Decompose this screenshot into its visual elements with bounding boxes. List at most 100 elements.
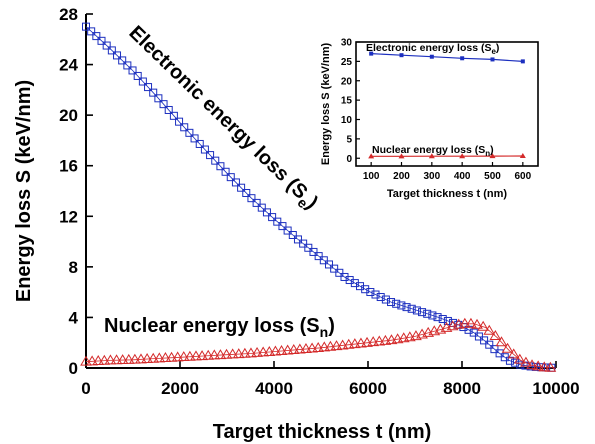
inset-nuclear-point: [368, 153, 375, 159]
nuclear-point: [202, 349, 215, 360]
inset-x-tick-label: 400: [454, 171, 471, 182]
inset-electronic-line: [371, 53, 523, 62]
electronic-point: [87, 27, 96, 36]
electronic-point: [190, 134, 199, 143]
electronic-point: [226, 173, 235, 182]
y-tick-label: 16: [59, 157, 78, 176]
inset-y-tick-label: 10: [341, 115, 353, 126]
electronic-point: [324, 260, 333, 269]
nuclear-point: [257, 346, 270, 357]
electronic-point: [314, 252, 323, 261]
nuclear-point: [452, 318, 465, 329]
nuclear-point: [483, 324, 496, 335]
electronic-point: [371, 290, 380, 299]
nuclear-point: [153, 352, 166, 363]
x-ticks: 0 2000 4000 6000 8000 10000: [81, 361, 580, 398]
electronic-point: [505, 356, 514, 365]
electronic-point: [392, 299, 401, 308]
nuclear-point: [232, 348, 245, 359]
nuclear-point: [532, 360, 545, 371]
inset-x-tick-label: 600: [514, 171, 531, 182]
nuclear-point: [495, 336, 508, 347]
electronic-point: [293, 235, 302, 244]
electronic-point: [123, 61, 132, 70]
electronic-point: [278, 222, 287, 231]
y-tick-label: 12: [59, 207, 78, 226]
electronic-point: [407, 304, 416, 313]
nuclear-point: [165, 351, 178, 362]
inset-electronic-point: [460, 56, 465, 61]
electronic-point: [195, 139, 204, 148]
electronic-point: [247, 194, 256, 203]
nuclear-point: [147, 352, 160, 363]
electronic-point: [366, 288, 375, 297]
nuclear-point: [92, 355, 105, 366]
nuclear-point: [355, 337, 367, 348]
electronic-point: [464, 325, 473, 334]
x-tick-label: 4000: [255, 379, 293, 398]
nuclear-point: [489, 330, 502, 341]
nuclear-point: [226, 348, 239, 359]
nuclear-point: [80, 355, 92, 366]
inset-y-ticks: 0 5 10 15 20 25 30: [341, 38, 360, 165]
electronic-point: [381, 295, 390, 304]
nuclear-point: [177, 351, 190, 362]
nuclear-point: [367, 336, 380, 347]
nuclear-point: [342, 338, 355, 349]
inset-electronic-annotation: Electronic energy loss (Se): [366, 42, 499, 56]
nuclear-point: [507, 348, 520, 359]
nuclear-point: [129, 353, 141, 364]
inset-y-tick-label: 25: [341, 57, 353, 68]
inset-y-axis-title: Energy loss S (keV/nm): [320, 43, 332, 166]
inset-nuclear-point: [398, 153, 405, 159]
inset-nuclear-point: [428, 153, 435, 159]
x-axis-title: Target thickness t (nm): [213, 421, 432, 443]
main-axes: [85, 14, 556, 369]
inset-x-tick-label: 100: [363, 171, 380, 182]
electronic-point: [175, 117, 184, 126]
inset-y-tick-label: 0: [346, 154, 352, 165]
nuclear-point: [281, 344, 294, 355]
nuclear-point: [379, 334, 392, 345]
electronic-point: [133, 71, 142, 80]
nuclear-point: [135, 353, 147, 364]
inset-nuclear-point: [519, 153, 526, 159]
nuclear-point: [263, 345, 276, 356]
nuclear-point: [110, 354, 123, 365]
nuclear-point: [324, 340, 337, 351]
electronic-point: [283, 226, 292, 235]
nuclear-point: [293, 343, 306, 354]
electronic-point: [92, 32, 101, 41]
y-ticks: 0 4 8 12 16 20 24 28: [59, 5, 93, 378]
inset-x-tick-label: 300: [423, 171, 440, 182]
electronic-point: [211, 156, 220, 165]
electronic-point: [433, 313, 442, 322]
electronic-point: [107, 46, 116, 55]
nuclear-point: [141, 353, 153, 364]
electronic-point: [438, 315, 447, 324]
inset-electronic-point: [520, 59, 525, 64]
nuclear-point: [348, 338, 361, 349]
nuclear-point: [104, 354, 117, 365]
electronic-point: [128, 66, 137, 75]
nuclear-point: [465, 317, 477, 328]
inset-frame: [355, 41, 539, 167]
electronic-point: [402, 303, 411, 312]
electronic-point: [268, 213, 277, 222]
electronic-point: [257, 203, 266, 212]
nuclear-point: [330, 340, 343, 351]
nuclear-point: [208, 349, 221, 360]
nuclear-point: [300, 342, 312, 353]
electronic-point: [516, 360, 525, 369]
electronic-point: [288, 230, 297, 239]
nuclear-point: [245, 347, 257, 358]
electronic-point: [252, 198, 261, 207]
electronic-point: [387, 298, 396, 307]
inset-chart: 0 5 10 15 20 25 30 100 200 300 400 500 600 Energy l…: [320, 38, 539, 200]
electronic-point: [376, 293, 385, 302]
electronic-point: [319, 256, 328, 265]
electronic-point: [149, 88, 158, 97]
nuclear-point: [526, 359, 538, 370]
electronic-point: [206, 151, 215, 160]
electronic-point: [418, 308, 427, 317]
